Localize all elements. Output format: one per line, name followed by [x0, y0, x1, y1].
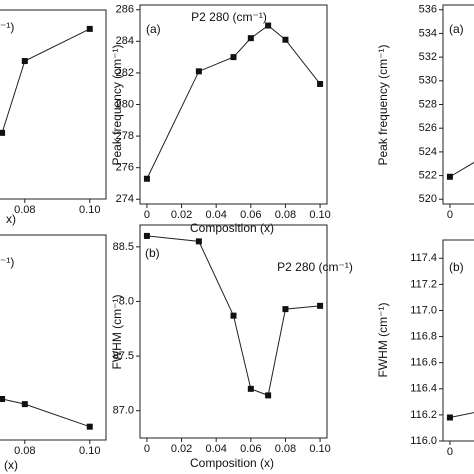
panel-label: (a)	[146, 22, 161, 36]
y-tick-label: 522	[419, 169, 437, 181]
y-tick-label: 8.0	[119, 295, 134, 307]
data-point	[446, 414, 453, 421]
data-point	[195, 238, 202, 245]
y-tick-label: 280	[116, 98, 134, 110]
x-tick-label: 0.06	[240, 209, 261, 221]
x-tick-label: 0.04	[205, 443, 226, 455]
x-tick-label: 0.10	[79, 204, 100, 216]
panel-label: (b)	[145, 246, 160, 260]
data-point	[86, 25, 93, 32]
data-point	[317, 80, 324, 87]
y-axis-label: Peak frequency (cm⁻¹)	[110, 44, 124, 165]
plot-frame	[0, 234, 107, 441]
x-tick-label: 0.10	[309, 209, 330, 221]
y-axis-label: FWHM (cm⁻¹)	[376, 303, 390, 378]
x-axis-label: x)	[6, 212, 16, 226]
y-tick-label: 528	[419, 98, 437, 110]
y-tick-label: 87.0	[113, 405, 134, 417]
data-line	[449, 412, 474, 418]
x-tick-label: 0	[144, 209, 150, 221]
y-tick-label: 530	[419, 75, 437, 87]
data-point	[317, 302, 324, 309]
y-tick-label: 117.4	[410, 252, 437, 264]
y-tick-label: 534	[419, 27, 437, 39]
plot-frame	[442, 239, 474, 442]
x-tick-label: 0.02	[171, 209, 192, 221]
y-tick-label: 532	[419, 51, 437, 63]
data-line	[1, 28, 90, 134]
data-point	[0, 396, 6, 402]
x-tick-label: 0	[447, 209, 453, 221]
data-point	[282, 306, 289, 313]
data-point	[21, 401, 28, 408]
x-axis-label: (x)	[4, 458, 18, 472]
y-tick-label: 278	[116, 130, 134, 142]
y-tick-label: 88.5	[113, 241, 134, 253]
y-tick-label: 87.5	[113, 350, 134, 362]
plot-frame	[139, 224, 328, 439]
data-point	[446, 173, 453, 180]
panel-title: P2 280 (cm⁻¹)	[277, 260, 353, 274]
panel-label: (b)	[449, 260, 464, 274]
data-point	[230, 312, 237, 319]
x-tick-label: 0.08	[14, 445, 35, 457]
y-axis-label: FWHM (cm⁻¹)	[110, 295, 124, 370]
x-axis-label: Composition (x)	[190, 221, 274, 235]
panel-title: ⁻¹)	[0, 255, 14, 269]
y-tick-label: 282	[116, 67, 134, 79]
data-point	[282, 36, 289, 43]
y-tick-label: 116.8	[410, 330, 437, 342]
y-tick-label: 536	[419, 4, 437, 16]
x-tick-label: 0.06	[240, 443, 261, 455]
data-line	[1, 398, 90, 428]
data-point	[0, 129, 6, 136]
x-tick-label: 0.10	[79, 445, 100, 457]
y-tick-label: 524	[419, 146, 437, 158]
y-tick-label: 520	[419, 193, 437, 205]
data-point	[247, 385, 254, 392]
data-point	[143, 232, 150, 239]
data-line	[146, 24, 321, 179]
x-tick-label: 0.08	[275, 443, 296, 455]
y-axis-label: Peak frequency (cm⁻¹)	[376, 44, 390, 165]
data-point	[143, 175, 150, 182]
panel-label: (a)	[449, 22, 464, 36]
data-line	[449, 161, 474, 178]
y-tick-label: 116.2	[410, 409, 437, 421]
y-tick-label: 274	[116, 193, 134, 205]
y-tick-label: 526	[419, 122, 437, 134]
data-point	[21, 58, 28, 65]
panel-title: ⁻¹)	[0, 20, 14, 34]
plot-frame	[0, 9, 107, 200]
data-point	[247, 35, 254, 42]
y-tick-label: 117.0	[410, 304, 437, 316]
x-axis-label: Composition (x)	[190, 456, 274, 470]
y-tick-label: 116.4	[410, 383, 437, 395]
x-tick-label: 0	[144, 443, 150, 455]
plot-frame	[139, 4, 328, 205]
y-tick-label: 117.2	[410, 278, 437, 290]
x-tick-label: 0.10	[309, 443, 330, 455]
data-point	[265, 392, 272, 399]
x-tick-label: 0	[447, 446, 453, 458]
x-tick-label: 0.08	[14, 204, 35, 216]
x-tick-label: 0.08	[275, 209, 296, 221]
data-point	[195, 68, 202, 75]
data-point	[86, 423, 93, 430]
y-tick-label: 116.0	[410, 435, 437, 447]
y-tick-label: 116.6	[410, 357, 437, 369]
data-point	[230, 54, 237, 61]
data-point	[265, 22, 272, 29]
y-tick-label: 286	[116, 4, 134, 16]
y-tick-label: 284	[116, 35, 134, 47]
x-tick-label: 0.04	[205, 209, 226, 221]
x-tick-label: 0.02	[171, 443, 192, 455]
y-tick-label: 276	[116, 162, 134, 174]
panel-title: P2 280 (cm⁻¹)	[191, 10, 267, 24]
